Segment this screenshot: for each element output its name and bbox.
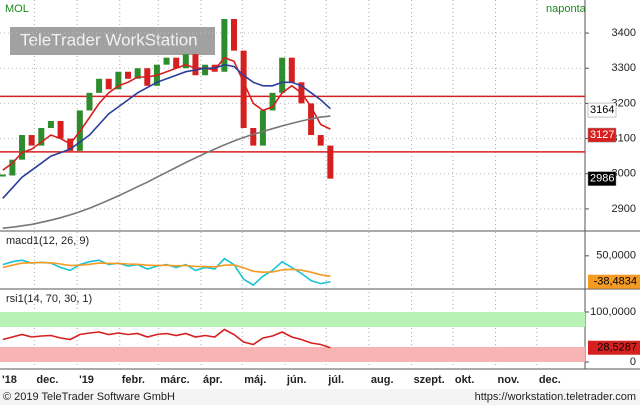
candle (173, 57, 180, 69)
footer-bar (0, 389, 640, 405)
candle (57, 120, 64, 139)
candle (28, 135, 35, 146)
candle (250, 128, 257, 146)
copyright: © 2019 TeleTrader Software GmbH (3, 391, 175, 403)
candle (240, 50, 247, 129)
panel-title: macd1(12, 26, 9) (6, 235, 89, 247)
chart-title: MOL (5, 3, 29, 15)
last-value-label: 28,5287 (597, 342, 637, 354)
series-line (2, 63, 331, 199)
last-value-box (588, 274, 640, 289)
band (0, 347, 585, 362)
candle (163, 57, 170, 65)
url: https://workstation.teletrader.com (475, 391, 636, 403)
y-tick-label: 3400 (612, 27, 636, 39)
x-tick-label: febr. (122, 374, 145, 386)
x-tick-label: nov. (498, 374, 520, 386)
candle (231, 18, 237, 51)
candle (192, 54, 199, 76)
x-tick-label: dec. (539, 374, 561, 386)
y-tick-label: 0 (630, 356, 636, 368)
candle (279, 57, 286, 93)
last-value-label: 2986 (590, 173, 614, 185)
candle (259, 110, 266, 146)
candle (202, 64, 209, 76)
candle (47, 120, 54, 129)
y-tick-label: 2900 (612, 203, 636, 215)
y-tick-label: 50,0000 (596, 250, 636, 262)
panel-title: rsi1(14, 70, 30, 1) (6, 293, 92, 305)
candle (115, 71, 122, 90)
x-tick-label: máj. (244, 374, 266, 386)
candle (134, 68, 141, 79)
x-tick-label: aug. (371, 374, 394, 386)
series-line (2, 56, 331, 171)
candle (9, 159, 16, 176)
x-tick-label: szept. (414, 374, 445, 386)
last-value-label: 3164 (590, 104, 614, 116)
x-tick-label: jún. (286, 374, 307, 386)
candle (182, 54, 189, 69)
x-tick-label: dec. (36, 374, 58, 386)
x-tick-label: júl. (327, 374, 344, 386)
watermark: TeleTrader WorkStation (20, 30, 198, 49)
candle (288, 57, 295, 83)
candle (96, 78, 103, 93)
candle (125, 71, 132, 79)
y-tick-label: 100,0000 (590, 306, 636, 318)
last-value-box (588, 340, 640, 355)
candle (269, 92, 276, 111)
x-tick-label: '19 (79, 374, 94, 386)
watermark-box (10, 27, 215, 55)
last-value-box (587, 127, 617, 143)
candle (86, 92, 93, 111)
interval: naponta (546, 3, 587, 15)
x-tick-label: '18 (2, 374, 17, 386)
candle (38, 128, 45, 146)
candle (67, 138, 74, 151)
x-tick-label: márc. (160, 374, 189, 386)
y-tick-label: 3300 (612, 62, 636, 74)
candle (105, 78, 112, 90)
last-value-label: 3127 (590, 129, 614, 141)
candle (317, 135, 324, 146)
x-tick-label: okt. (455, 374, 475, 386)
last-value-box (587, 102, 617, 118)
last-value-box (587, 171, 617, 186)
band (0, 312, 585, 327)
candle (19, 135, 26, 160)
series-line (2, 261, 331, 278)
x-tick-label: ápr. (203, 374, 223, 386)
y-tick-label: 3100 (612, 132, 636, 144)
candle (327, 145, 334, 179)
y-tick-label: 3200 (612, 97, 636, 109)
candle (221, 18, 228, 72)
series-line (2, 328, 331, 349)
last-value-label: -38,4834 (594, 276, 637, 288)
y-tick-label: 3000 (612, 168, 636, 180)
series-line (2, 115, 331, 229)
